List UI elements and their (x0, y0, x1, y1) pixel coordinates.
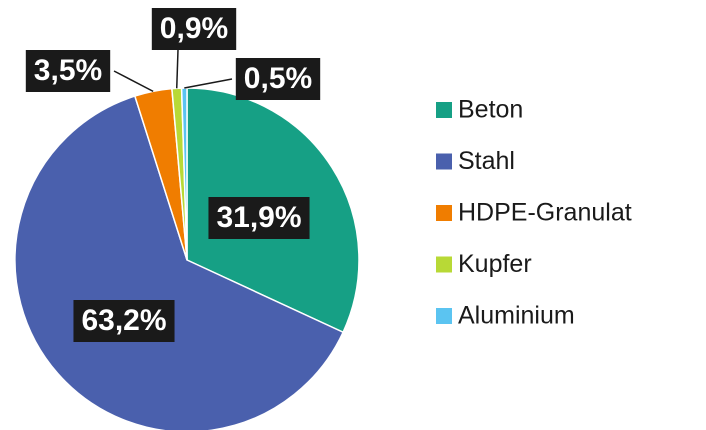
data-label: 0,9% (160, 12, 228, 45)
data-label: 63,2% (81, 304, 166, 337)
legend-label: Stahl (458, 147, 515, 175)
data-label-box (208, 197, 310, 239)
legend-swatch (436, 256, 452, 273)
legend-swatch (436, 308, 452, 324)
data-label: 0,5% (244, 62, 312, 95)
data-label-box (73, 300, 175, 342)
legend-label: Aluminium (458, 302, 575, 330)
data-label: 3,5% (34, 54, 102, 87)
pie-slice (14, 95, 345, 430)
legend-label: Beton (458, 96, 523, 124)
data-label-box (235, 58, 321, 100)
data-label: 31,9% (216, 201, 301, 234)
data-label-box (25, 50, 111, 92)
legend-label: HDPE-Granulat (458, 199, 632, 227)
legend-swatch (436, 102, 452, 118)
legend-label: Kupfer (458, 250, 532, 278)
legend-swatch (436, 205, 452, 221)
leader-line (184, 78, 233, 89)
legend-swatch (436, 153, 452, 170)
leader-line (175, 49, 179, 89)
data-label-box (151, 8, 237, 50)
leader-line (113, 70, 154, 93)
